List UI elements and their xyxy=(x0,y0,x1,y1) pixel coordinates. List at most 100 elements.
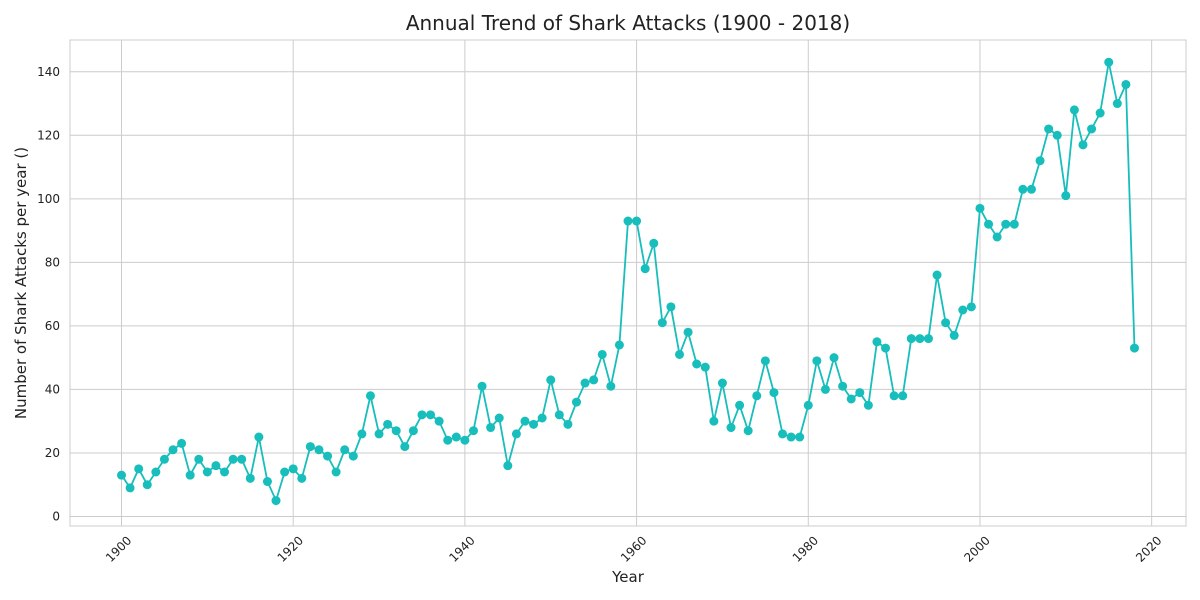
data-point xyxy=(357,429,367,439)
data-point xyxy=(537,413,547,423)
y-axis-label: Number of Shark Attacks per year () xyxy=(12,147,30,419)
data-point xyxy=(786,432,796,442)
data-point xyxy=(932,270,942,280)
data-point xyxy=(700,362,710,372)
y-tick-label: 20 xyxy=(45,446,60,460)
data-point xyxy=(743,426,753,436)
data-point xyxy=(194,454,204,464)
y-tick-label: 80 xyxy=(45,255,60,269)
x-tick-label: 1900 xyxy=(103,533,134,564)
data-point xyxy=(838,381,848,391)
data-point xyxy=(941,318,951,328)
data-point xyxy=(159,454,169,464)
data-point xyxy=(529,419,539,429)
data-point xyxy=(125,483,135,493)
data-point xyxy=(408,426,418,436)
data-point xyxy=(331,467,341,477)
data-point xyxy=(898,391,908,401)
data-point xyxy=(752,391,762,401)
data-point xyxy=(254,432,264,442)
data-point xyxy=(769,388,779,398)
data-point xyxy=(1052,130,1062,140)
data-point xyxy=(1078,140,1088,150)
data-point xyxy=(451,432,461,442)
data-point xyxy=(812,356,822,366)
data-point xyxy=(1095,108,1105,118)
data-point xyxy=(889,391,899,401)
data-point xyxy=(1087,124,1097,134)
data-point xyxy=(426,410,436,420)
data-point xyxy=(1069,105,1079,115)
data-point xyxy=(726,423,736,433)
data-point xyxy=(984,219,994,229)
data-point xyxy=(383,419,393,429)
data-point xyxy=(571,397,581,407)
chart-title: Annual Trend of Shark Attacks (1900 - 20… xyxy=(406,11,850,35)
data-point xyxy=(1044,124,1054,134)
data-point xyxy=(709,416,719,426)
data-point xyxy=(305,442,315,452)
data-point xyxy=(778,429,788,439)
data-point xyxy=(606,381,616,391)
data-point xyxy=(640,264,650,274)
data-point xyxy=(262,477,272,487)
data-point xyxy=(151,467,161,477)
data-point xyxy=(992,232,1002,242)
data-point xyxy=(614,340,624,350)
data-point xyxy=(563,419,573,429)
data-point xyxy=(486,423,496,433)
data-point xyxy=(185,470,195,480)
data-point xyxy=(683,327,693,337)
x-axis-ticks: 1900 1920 1940 1960 1980 2000 2020 xyxy=(103,533,1165,564)
data-point xyxy=(1104,57,1114,67)
data-point xyxy=(391,426,401,436)
data-point xyxy=(468,426,478,436)
x-axis-label: Year xyxy=(611,568,645,586)
data-point xyxy=(735,400,745,410)
data-point xyxy=(211,461,221,471)
data-point xyxy=(554,410,564,420)
plot-frame xyxy=(69,39,1187,527)
data-point xyxy=(803,400,813,410)
data-point xyxy=(434,416,444,426)
x-tick-label: 1980 xyxy=(790,533,821,564)
data-point xyxy=(443,435,453,445)
data-point xyxy=(460,435,470,445)
data-point xyxy=(365,391,375,401)
data-point xyxy=(580,378,590,388)
data-point xyxy=(675,349,685,359)
data-point xyxy=(142,480,152,490)
x-tick-label: 2020 xyxy=(1133,533,1164,564)
data-point xyxy=(1121,79,1131,89)
data-point xyxy=(589,375,599,385)
data-point xyxy=(1001,219,1011,229)
data-point xyxy=(1061,191,1071,201)
data-point xyxy=(271,496,281,506)
data-point xyxy=(177,438,187,448)
data-point xyxy=(863,400,873,410)
data-point xyxy=(417,410,427,420)
series-line xyxy=(120,62,1136,504)
y-tick-label: 120 xyxy=(37,128,60,142)
data-point xyxy=(314,445,324,455)
data-point xyxy=(717,378,727,388)
data-point xyxy=(1009,219,1019,229)
x-tick-label: 1920 xyxy=(275,533,306,564)
data-points xyxy=(117,57,1139,506)
y-tick-label: 100 xyxy=(37,192,60,206)
data-point xyxy=(597,349,607,359)
data-point xyxy=(220,467,230,477)
data-point xyxy=(1112,99,1122,109)
data-point xyxy=(915,334,925,344)
data-point xyxy=(1026,184,1036,194)
data-point xyxy=(846,394,856,404)
data-point xyxy=(1018,184,1028,194)
data-point xyxy=(820,384,830,394)
data-point xyxy=(958,305,968,315)
y-tick-label: 0 xyxy=(52,509,60,523)
data-point xyxy=(855,388,865,398)
data-point xyxy=(1129,343,1139,353)
data-point xyxy=(297,473,307,483)
data-point xyxy=(280,467,290,477)
